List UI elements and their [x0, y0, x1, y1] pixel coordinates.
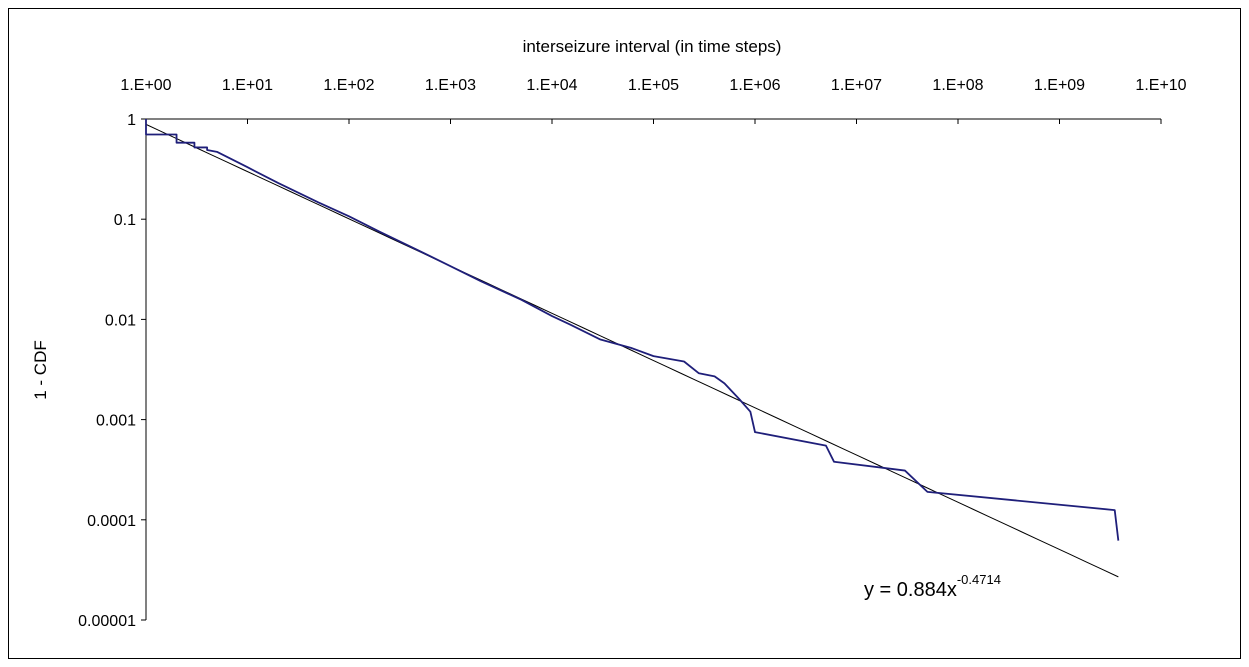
- y-tick-label: 1: [127, 112, 136, 129]
- x-tick-label: 1.E+03: [425, 77, 476, 94]
- equation-base: y = 0.884x: [864, 579, 957, 601]
- y-tick-label: 0.001: [96, 413, 136, 430]
- empirical-series: [145, 119, 1120, 541]
- x-tick-label: 1.E+10: [1135, 77, 1186, 94]
- y-tick-label: 0.01: [105, 312, 136, 329]
- x-tick-label: 1.E+04: [526, 77, 577, 94]
- y-tick-label: 0.0001: [87, 513, 136, 530]
- x-tick-label: 1.E+01: [222, 77, 273, 94]
- x-tick-label: 1.E+07: [831, 77, 882, 94]
- x-axis-title: interseizure interval (in time steps): [523, 37, 782, 56]
- x-tick-label: 1.E+06: [729, 77, 780, 94]
- y-tick-label: 0.1: [114, 212, 136, 229]
- x-tick-label: 1.E+00: [120, 77, 171, 94]
- trendline-series: [145, 123, 1119, 578]
- y-axis-title: 1 - CDF: [31, 340, 50, 400]
- y-tick-label: 0.00001: [78, 613, 136, 630]
- y-ticks: 1 0.1 0.01 0.001 0.0001 0.00001: [78, 112, 146, 630]
- equation-exponent: -0.4714: [957, 572, 1001, 587]
- x-tick-label: 1.E+05: [628, 77, 679, 94]
- trendline-equation: y = 0.884x-0.4714: [864, 572, 1001, 601]
- x-ticks: 1.E+00 1.E+01 1.E+02 1.E+03 1.E+04 1.E+05 1.E+…: [120, 77, 1187, 124]
- chart-border: [8, 8, 1241, 659]
- x-tick-label: 1.E+09: [1034, 77, 1085, 94]
- x-tick-label: 1.E+08: [932, 77, 983, 94]
- x-tick-label: 1.E+02: [323, 77, 374, 94]
